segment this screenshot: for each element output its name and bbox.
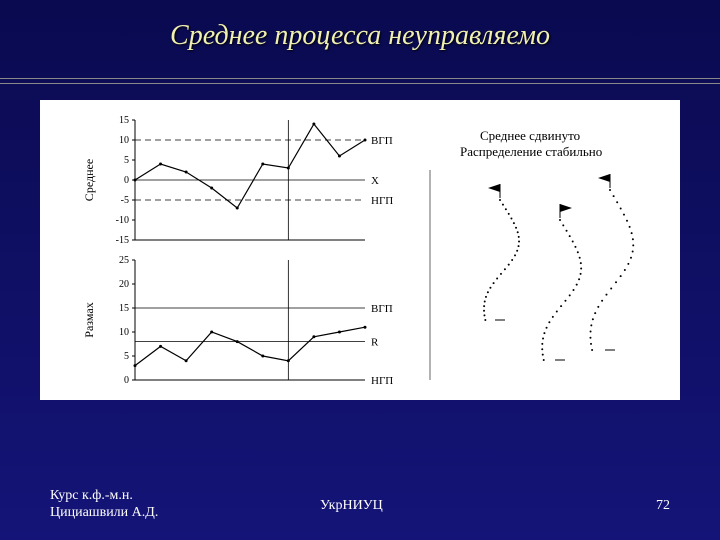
svg-text:20: 20 <box>119 279 129 290</box>
svg-text:10: 10 <box>119 327 129 338</box>
svg-text:ВГП: ВГП <box>371 303 393 315</box>
svg-text:15: 15 <box>119 303 129 314</box>
footer-pagenum: 72 <box>656 498 670 514</box>
svg-text:Распределение стабильно: Распределение стабильно <box>460 144 602 159</box>
svg-text:ВГП: ВГП <box>371 135 393 147</box>
svg-text:R: R <box>371 337 379 349</box>
svg-text:5: 5 <box>124 155 129 166</box>
footer-org: УкрНИУЦ <box>320 498 383 514</box>
svg-text:5: 5 <box>124 351 129 362</box>
chart-panel: -15 -10 -5 0 5 10 15 ВГП X НГП Среднее 0 5 10 15 20 25 ВГ… <box>40 100 680 400</box>
svg-text:0: 0 <box>124 175 129 186</box>
svg-text:-15: -15 <box>116 235 129 246</box>
svg-text:10: 10 <box>119 135 129 146</box>
svg-text:-10: -10 <box>116 215 129 226</box>
svg-text:Среднее: Среднее <box>82 159 96 201</box>
svg-text:Среднее сдвинуто: Среднее сдвинуто <box>480 128 580 143</box>
svg-text:НГП: НГП <box>371 195 393 207</box>
svg-text:0: 0 <box>124 375 129 386</box>
svg-text:Размах: Размах <box>82 302 96 337</box>
footer-author: Курс к.ф.-м.н. Цициашвили А.Д. <box>50 488 158 522</box>
svg-text:НГП: НГП <box>371 375 393 387</box>
svg-text:25: 25 <box>119 255 129 266</box>
svg-text:X: X <box>371 175 379 187</box>
svg-text:15: 15 <box>119 115 129 126</box>
slide-title: Среднее процесса неуправляемо <box>0 20 720 52</box>
svg-text:-5: -5 <box>121 195 129 206</box>
